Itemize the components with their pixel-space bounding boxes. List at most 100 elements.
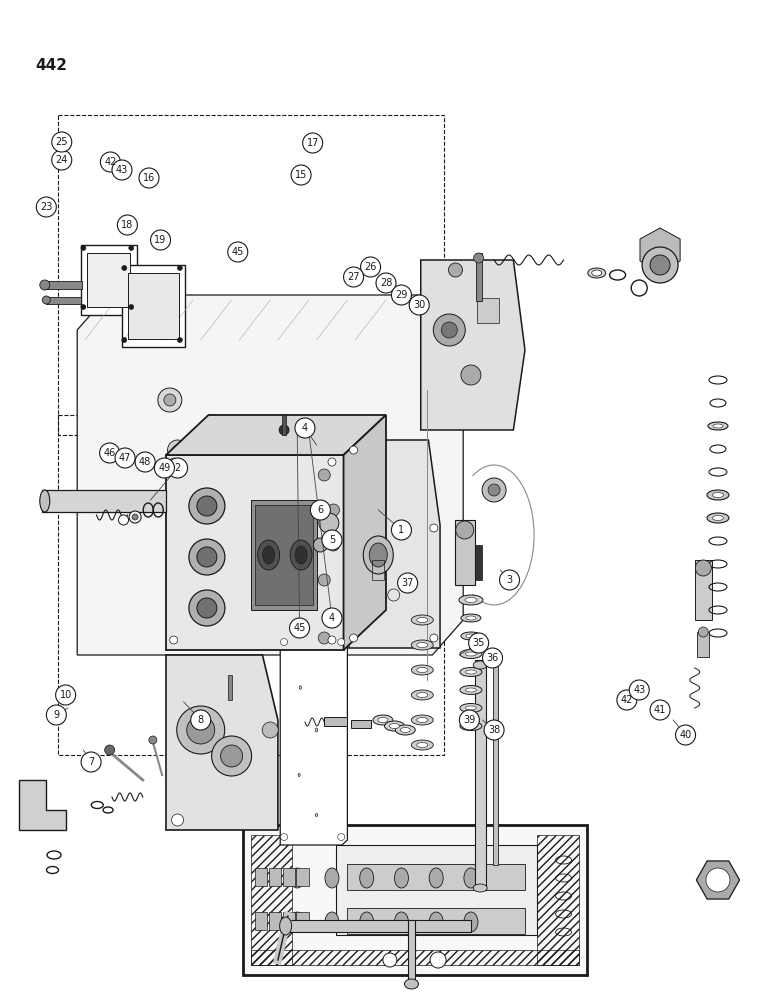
Ellipse shape — [466, 706, 476, 710]
Text: 17: 17 — [306, 138, 319, 148]
Bar — [455, 520, 475, 585]
Ellipse shape — [464, 868, 478, 888]
Bar — [351, 720, 371, 728]
Circle shape — [122, 265, 127, 270]
Text: 26: 26 — [364, 262, 377, 272]
Circle shape — [122, 338, 127, 342]
Ellipse shape — [394, 868, 408, 888]
Text: 45: 45 — [232, 247, 244, 257]
Text: 7: 7 — [88, 757, 94, 767]
Circle shape — [40, 280, 49, 290]
Circle shape — [676, 725, 696, 745]
Circle shape — [129, 511, 141, 523]
Circle shape — [178, 338, 182, 342]
Circle shape — [187, 716, 215, 744]
Text: 8: 8 — [198, 715, 204, 725]
Circle shape — [135, 452, 155, 472]
Circle shape — [212, 736, 252, 776]
Circle shape — [383, 953, 397, 967]
Ellipse shape — [40, 490, 49, 512]
Text: 45: 45 — [293, 623, 306, 633]
Polygon shape — [42, 490, 166, 512]
Polygon shape — [421, 260, 525, 430]
Circle shape — [469, 633, 489, 653]
Text: 1: 1 — [398, 525, 405, 535]
Circle shape — [197, 598, 217, 618]
Circle shape — [171, 814, 184, 826]
Ellipse shape — [461, 632, 481, 640]
Ellipse shape — [417, 617, 428, 622]
Circle shape — [295, 418, 315, 438]
Ellipse shape — [466, 634, 476, 638]
Circle shape — [168, 458, 188, 478]
Circle shape — [81, 304, 86, 310]
Bar — [46, 297, 81, 304]
Text: 39: 39 — [463, 715, 476, 725]
Circle shape — [617, 690, 637, 710]
Bar — [347, 864, 525, 890]
Circle shape — [322, 530, 342, 550]
Ellipse shape — [394, 912, 408, 932]
Ellipse shape — [401, 728, 410, 732]
Circle shape — [650, 255, 670, 275]
Text: 2: 2 — [174, 463, 181, 473]
Polygon shape — [166, 415, 386, 455]
Circle shape — [173, 445, 182, 455]
Text: 10: 10 — [59, 690, 72, 700]
Bar — [296, 912, 309, 930]
Bar — [336, 845, 537, 935]
Circle shape — [154, 458, 174, 478]
Text: 37: 37 — [401, 578, 414, 588]
Circle shape — [474, 253, 483, 263]
Circle shape — [391, 520, 411, 540]
Circle shape — [105, 745, 114, 755]
Circle shape — [228, 242, 248, 262]
Circle shape — [170, 458, 178, 466]
Text: 6: 6 — [317, 505, 323, 515]
Ellipse shape — [300, 686, 301, 689]
Circle shape — [322, 608, 342, 628]
Circle shape — [139, 168, 159, 188]
Circle shape — [461, 365, 481, 385]
Circle shape — [499, 570, 520, 590]
Circle shape — [430, 952, 446, 968]
Ellipse shape — [466, 724, 476, 728]
Text: 40: 40 — [679, 730, 692, 740]
Circle shape — [484, 720, 504, 740]
Ellipse shape — [360, 868, 374, 888]
Circle shape — [189, 590, 225, 626]
Circle shape — [488, 484, 500, 496]
Ellipse shape — [364, 536, 393, 574]
Ellipse shape — [707, 490, 729, 500]
Bar — [251, 835, 292, 965]
Polygon shape — [344, 415, 386, 650]
Bar — [228, 675, 232, 700]
Circle shape — [318, 574, 330, 586]
Bar — [122, 265, 185, 347]
Circle shape — [189, 488, 225, 524]
Ellipse shape — [395, 725, 415, 735]
Text: 16: 16 — [143, 173, 155, 183]
Ellipse shape — [464, 912, 478, 932]
Ellipse shape — [417, 693, 428, 698]
Polygon shape — [77, 295, 463, 655]
Ellipse shape — [390, 724, 399, 728]
Ellipse shape — [460, 649, 482, 658]
Bar — [58, 115, 444, 435]
Text: 28: 28 — [380, 278, 392, 288]
Ellipse shape — [384, 721, 405, 731]
Ellipse shape — [411, 640, 433, 650]
Bar — [283, 868, 295, 886]
Circle shape — [129, 304, 134, 310]
Circle shape — [430, 524, 438, 532]
Bar — [269, 868, 281, 886]
Circle shape — [303, 133, 323, 153]
Ellipse shape — [466, 616, 476, 620]
Circle shape — [482, 478, 506, 502]
Circle shape — [291, 165, 311, 185]
Circle shape — [328, 636, 336, 644]
Bar — [493, 665, 498, 865]
Ellipse shape — [466, 652, 476, 656]
Bar — [296, 868, 309, 886]
Bar — [477, 298, 499, 323]
